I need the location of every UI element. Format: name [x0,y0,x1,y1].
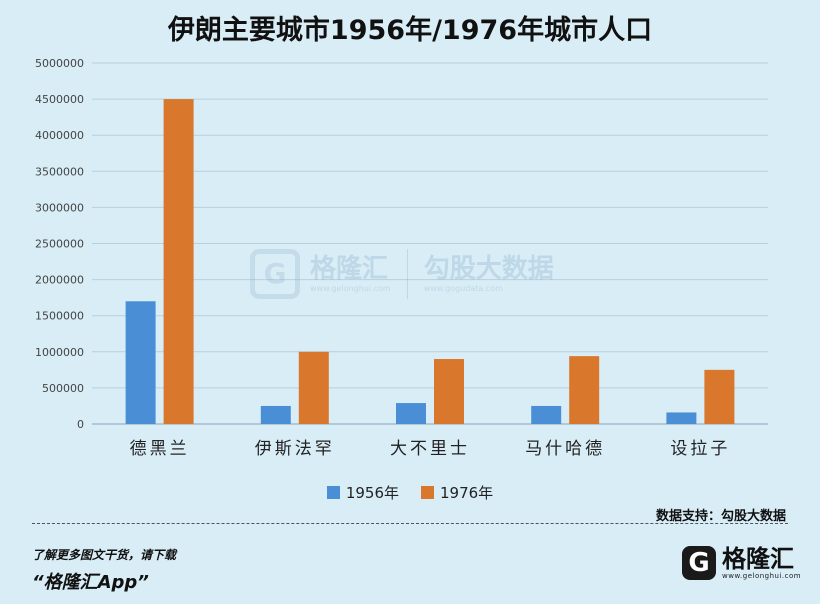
y-tick-label: 3500000 [35,165,84,178]
y-axis-ticks: 0 500000 1000000 1500000 2000000 2500000 30000… [35,57,84,431]
bar-1956年-设拉子 [666,412,697,424]
x-tick-label: 设拉子 [670,439,730,459]
bars [125,99,735,424]
bar-1976年-马什哈德 [569,356,600,424]
watermark-name-right: 勾股大数据 [423,253,554,284]
y-tick-label: 3000000 [35,201,84,214]
legend-item-1956: 1956年 [326,482,399,503]
brand-name: 格隆汇 [722,544,794,573]
x-tick-label: 马什哈德 [525,439,605,459]
footer-app-name: “格隆汇App” [32,572,149,593]
bar-1976年-德黑兰 [163,99,194,424]
y-tick-label: 2000000 [35,274,84,287]
chart-title: 伊朗主要城市1956年/1976年城市人口 [167,15,653,46]
bar-1976年-大不里士 [434,359,464,424]
bar-1956年-马什哈德 [531,405,562,424]
data-source: 数据支持：勾股大数据 [655,509,786,524]
legend-label-1956: 1956年 [345,484,399,502]
legend-swatch-1976 [421,486,434,499]
bar-chart: 0 500000 1000000 1500000 2000000 2500000 30000… [35,57,768,459]
x-tick-label: 大不里士 [390,439,470,459]
legend-label-1976: 1976年 [440,484,494,502]
y-tick-label: 1500000 [35,310,84,323]
bar-1976年-伊斯法罕 [298,351,329,424]
watermark-url-left: www.gelonghui.com [310,283,391,293]
chart-legend: 1956年 1976年 [0,482,820,503]
y-tick-label: 0 [77,418,84,431]
brand-logo-icon: G [682,546,716,580]
x-tick-label: 德黑兰 [130,439,190,459]
legend-item-1976: 1976年 [421,482,493,503]
watermark-logo-icon: G [250,249,300,299]
bar-1976年-设拉子 [704,369,735,424]
gridlines [92,62,768,425]
y-tick-label: 4000000 [35,129,84,142]
y-tick-label: 5000000 [35,57,84,70]
watermark-name-left: 格隆汇 [310,253,389,284]
footer-prompt: 了解更多图文干货，请下载 [32,548,177,562]
watermark: G 格隆汇 www.gelonghui.com 勾股大数据 www.goguda… [250,246,580,302]
footer-divider [32,523,788,524]
watermark-separator [406,249,408,299]
x-tick-label: 伊斯法罕 [255,439,335,459]
bar-1956年-大不里士 [396,403,426,424]
brand-logo: G 格隆汇 www.gelonghui.com [682,546,801,580]
watermark-url-right: www.gogudata.com [423,283,503,293]
brand-url: www.gelonghui.com [722,571,802,580]
y-tick-label: 4500000 [35,93,84,106]
x-axis-labels: 德黑兰 伊斯法罕 大不里士 马什哈德 设拉子 [130,439,730,459]
y-tick-label: 500000 [42,382,84,395]
legend-swatch-1956 [326,486,340,499]
y-tick-label: 1000000 [35,346,84,359]
bar-1956年-德黑兰 [125,301,156,424]
bar-1956年-伊斯法罕 [260,405,291,424]
y-tick-label: 2500000 [35,238,84,251]
